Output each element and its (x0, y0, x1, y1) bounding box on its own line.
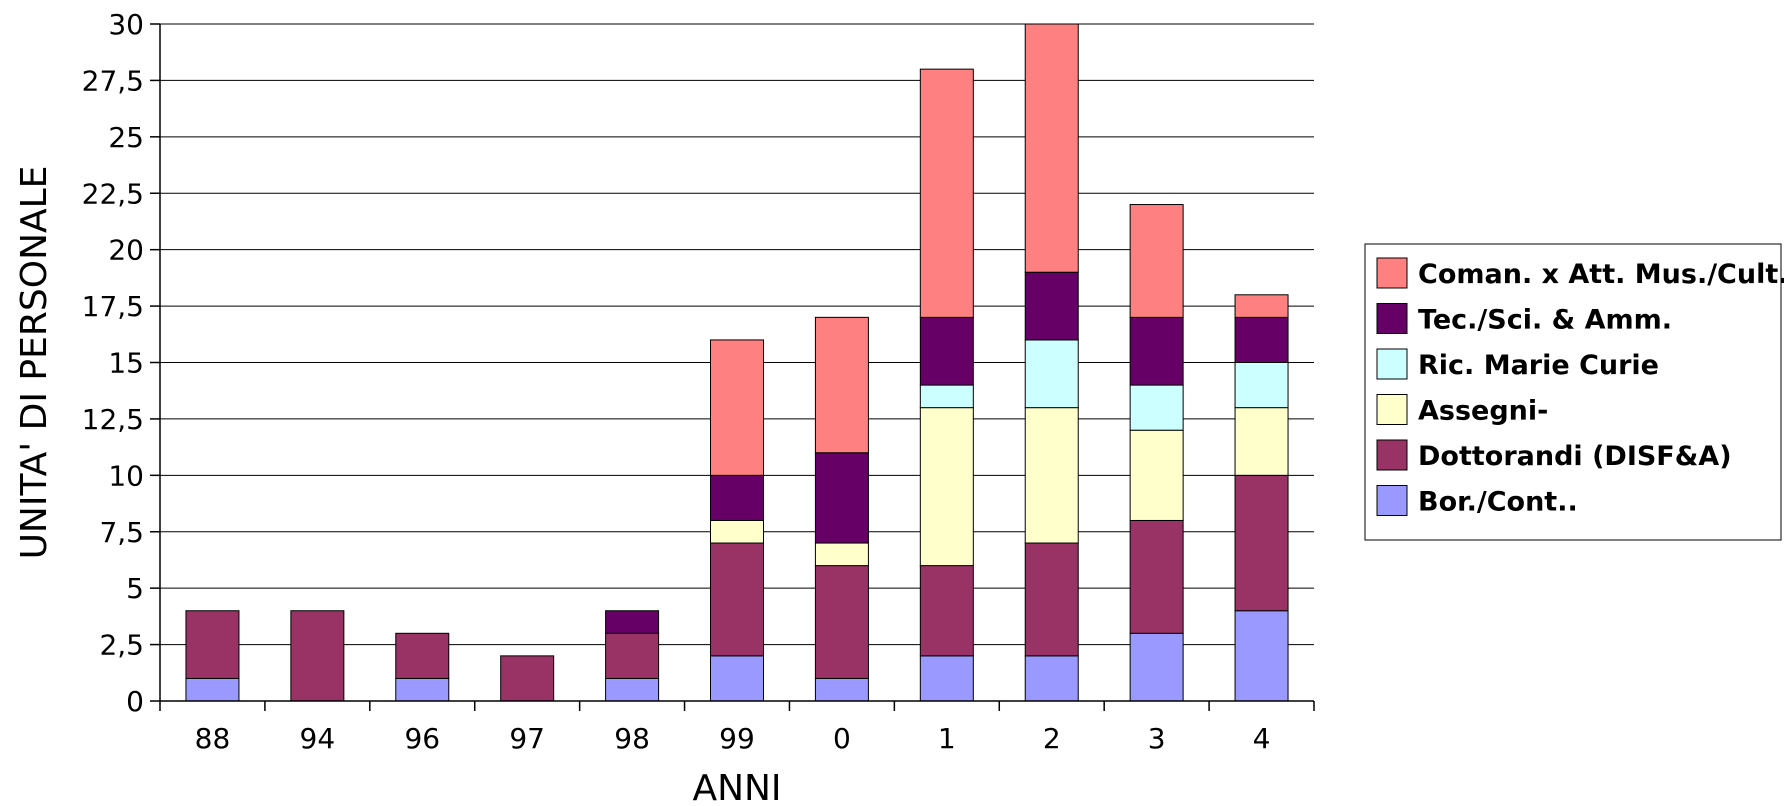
bar-segment (1129, 632, 1184, 702)
legend-box (1364, 243, 1782, 541)
bar-segment (919, 407, 974, 567)
bar-segment (919, 565, 974, 657)
bar-segment (1024, 339, 1079, 409)
legend-entry: Dottorandi (DISF&A) (1418, 441, 1732, 472)
legend-entry: Ric. Marie Curie (1418, 350, 1659, 381)
legend-swatch (1376, 303, 1408, 334)
y-tick-label: 17,5 (82, 290, 144, 323)
bar-segment (1024, 542, 1079, 657)
bar-segment (919, 68, 974, 318)
y-tick-label: 22,5 (82, 177, 144, 210)
bar-segment (814, 452, 869, 544)
y-tick-label: 25 (108, 121, 144, 154)
x-tick-label: 99 (719, 722, 755, 755)
bar-segment (290, 610, 345, 702)
bar-segment (710, 542, 764, 657)
bar-segment (1024, 271, 1079, 341)
x-tick-label: 94 (300, 722, 336, 755)
bar-segment (919, 655, 974, 702)
y-tick-label: 30 (108, 8, 144, 41)
bar-segment (1234, 610, 1289, 702)
bar-segment (710, 519, 764, 544)
y-tick-label: 15 (108, 347, 144, 380)
x-tick-label: 1 (938, 722, 956, 755)
bar-segment (919, 316, 974, 386)
bar-segment (1234, 362, 1289, 409)
y-tick-label: 20 (108, 234, 144, 267)
bar-segment (605, 677, 660, 702)
bar-segment (814, 565, 869, 679)
axes (150, 23, 1315, 711)
bar-segment (919, 384, 974, 409)
x-tick-labels: 88 94 96 97 98 99 0 1 2 3 4 (195, 722, 1271, 755)
bar-segment (605, 610, 660, 634)
bar-segment (1024, 23, 1079, 273)
bar-segment (1234, 407, 1289, 476)
bar-segment (185, 610, 240, 679)
bar-segment (814, 542, 869, 567)
x-tick-label: 88 (195, 722, 231, 755)
bar-segment (710, 474, 764, 521)
bar-segment (1234, 474, 1289, 612)
y-tick-label: 7,5 (99, 516, 144, 549)
bar-segment (1129, 429, 1184, 521)
y-tick-label: 10 (108, 459, 144, 492)
legend-swatch (1376, 348, 1408, 380)
bar-segment (710, 339, 764, 476)
bar-segment (710, 655, 764, 702)
legend-entry: Bor./Cont.. (1418, 487, 1578, 518)
bar-segment (1129, 384, 1184, 431)
y-tick-labels: 0 2,5 5 7,5 10 12,5 15 17,5 20 22,5 25 27,5 30 (82, 8, 144, 718)
bar-segment (185, 677, 240, 702)
legend: Coman. x Att. Mus./Cult. Tec./Sci. & Amm.… (1364, 243, 1784, 541)
bar-segment (605, 632, 660, 679)
bar-segment (1234, 316, 1289, 364)
bar-segment (395, 677, 450, 702)
bar-segment (500, 655, 555, 702)
bar-segment (1024, 407, 1079, 544)
y-tick-label: 0 (126, 685, 144, 718)
bar-segment (814, 677, 869, 702)
bar-segment (1129, 316, 1184, 386)
y-axis-title: UNITA' DI PERSONALE (14, 166, 55, 560)
x-tick-label: 96 (404, 722, 440, 755)
y-tick-label: 5 (126, 572, 144, 605)
x-tick-label: 3 (1148, 722, 1166, 755)
x-tick-label: 0 (833, 722, 851, 755)
y-tick-label: 12,5 (82, 403, 144, 436)
x-tick-label: 4 (1253, 722, 1271, 755)
bar-segment (1129, 204, 1184, 318)
bar-segment (814, 316, 869, 454)
bar-segment (1024, 655, 1079, 702)
x-tick-label: 97 (509, 722, 545, 755)
y-tick-label: 2,5 (99, 629, 144, 662)
legend-entry: Assegni- (1418, 396, 1548, 427)
legend-entry: Tec./Sci. & Amm. (1418, 305, 1672, 336)
x-axis-title: ANNI (692, 768, 781, 806)
bars (185, 23, 1289, 702)
x-tick-label: 2 (1043, 722, 1061, 755)
legend-entry: Coman. x Att. Mus./Cult. (1418, 259, 1784, 290)
bar-segment (1234, 294, 1289, 318)
x-tick-label: 98 (614, 722, 650, 755)
bar-segment (1129, 519, 1184, 634)
legend-swatch (1376, 257, 1408, 289)
bar-segment (395, 632, 450, 679)
legend-swatch (1376, 439, 1408, 471)
y-tick-label: 27,5 (82, 64, 144, 97)
legend-swatch (1376, 394, 1408, 425)
legend-swatch (1376, 485, 1408, 516)
